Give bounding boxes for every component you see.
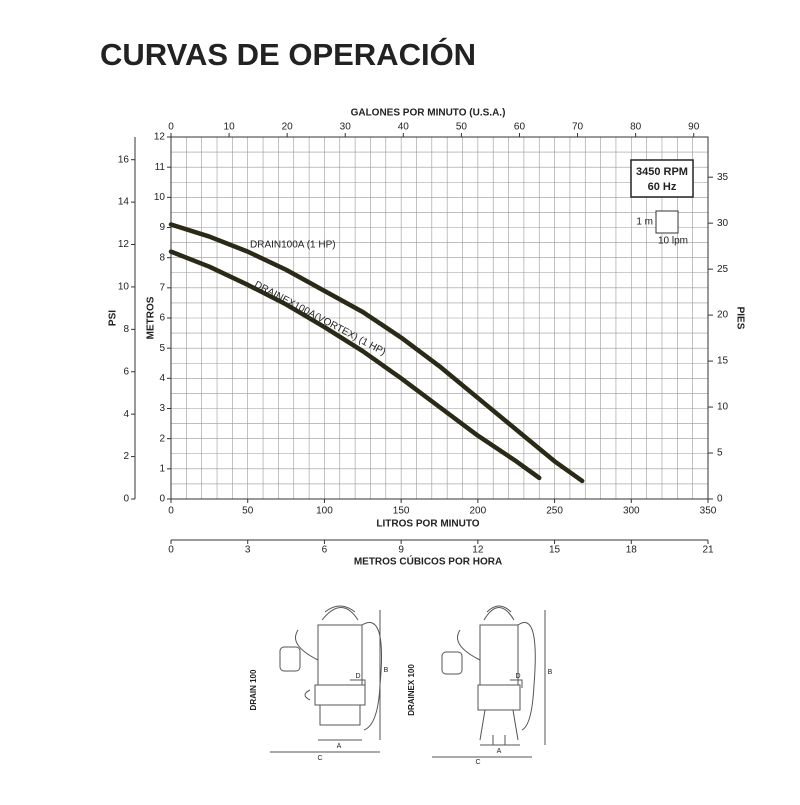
dim-label: C: [317, 755, 322, 762]
m3h-tick-label: 3: [245, 545, 251, 556]
dim-label: A: [497, 748, 502, 755]
y-tick-label: 12: [154, 132, 166, 143]
x-tick-label: 250: [546, 506, 563, 517]
feet-tick-label: 35: [717, 172, 729, 183]
bottom-axis-title: METROS CÚBICOS POR HORA: [354, 555, 502, 568]
gpm-tick-label: 60: [514, 122, 526, 133]
gpm-tick-label: 30: [340, 122, 352, 133]
m3h-tick-label: 12: [472, 545, 484, 556]
psi-tick-label: 6: [123, 366, 129, 377]
gpm-tick-label: 70: [572, 122, 584, 133]
m3h-tick-label: 6: [322, 545, 328, 556]
y-tick-label: 10: [154, 192, 166, 203]
y-tick-label: 9: [159, 222, 165, 233]
series-label: DRAIN100A (1 HP): [250, 240, 336, 251]
psi-tick-label: 10: [118, 282, 130, 293]
curve: [168, 222, 585, 484]
m3h-tick-label: 9: [398, 545, 404, 556]
gpm-tick-label: 90: [688, 122, 700, 133]
y-tick-label: 5: [159, 343, 165, 354]
psi-tick-label: 8: [123, 324, 129, 335]
plot: 0 50 100 150 200 250 300 3500123456789101112024…: [118, 122, 729, 556]
y-tick-label: 8: [159, 252, 165, 263]
feet-tick-label: 0: [717, 494, 723, 505]
gpm-tick-label: 10: [224, 122, 236, 133]
psi-tick-label: 14: [118, 197, 130, 208]
dim-label: A: [337, 743, 342, 750]
y-tick-label: 7: [159, 282, 165, 293]
m3h-tick-label: 18: [626, 545, 638, 556]
x-tick-label: 300: [623, 506, 640, 517]
gpm-tick-label: 20: [282, 122, 294, 133]
y-tick-label: 11: [155, 162, 166, 173]
dim-label: D: [515, 673, 520, 680]
dim-label: B: [548, 669, 553, 676]
hz-text: 60 Hz: [648, 181, 677, 193]
m3h-tick-label: 0: [168, 545, 174, 556]
x-tick-label: 200: [470, 506, 487, 517]
gpm-tick-label: 50: [456, 122, 468, 133]
dim-label: B: [384, 667, 389, 674]
feet-tick-label: 5: [717, 448, 723, 459]
gpm-tick-label: 0: [168, 122, 174, 133]
y-tick-label: 4: [159, 373, 165, 384]
y-tick-label: 6: [159, 313, 165, 324]
m3h-tick-label: 15: [549, 545, 561, 556]
x-tick-label: 0: [168, 506, 174, 517]
y-axis-title: METROS: [146, 296, 157, 339]
feet-tick-label: 25: [717, 264, 729, 275]
top-axis-title: GALONES POR MINUTO (U.S.A.): [351, 108, 506, 119]
scale-box: [655, 210, 679, 234]
chart-title: CURVAS DE OPERACIÓN: [100, 36, 476, 72]
x-tick-label: 150: [393, 506, 410, 517]
rpm-box: [630, 159, 694, 198]
x-tick-label: 50: [242, 506, 254, 517]
gpm-tick-label: 40: [398, 122, 410, 133]
dim-label: C: [475, 759, 480, 766]
gpm-tick-label: 80: [630, 122, 642, 133]
diagram-label: DRAIN 100: [249, 669, 258, 710]
feet-tick-label: 15: [717, 356, 729, 367]
scale-y-text: 1 m: [636, 217, 653, 228]
y-tick-label: 2: [159, 433, 165, 444]
x-tick-label: 350: [700, 506, 717, 517]
dim-label: D: [355, 673, 360, 680]
pump-diagram: DRAINEX 100 A B C D: [407, 605, 553, 766]
series-label: DRAINEX100A(VORTEX) (1 HP): [252, 279, 387, 358]
feet-tick-label: 10: [717, 402, 729, 413]
psi-tick-label: 12: [118, 239, 130, 250]
diagram-label: DRAINEX 100: [407, 664, 416, 716]
m3h-tick-label: 21: [702, 545, 714, 556]
psi-tick-label: 2: [123, 451, 129, 462]
feet-axis-title: PIES: [734, 307, 745, 330]
y-tick-label: 1: [159, 463, 165, 474]
rpm-text: 3450 RPM: [636, 166, 688, 178]
curve: [168, 249, 542, 481]
y-tick-label: 0: [159, 494, 165, 505]
psi-tick-label: 16: [118, 154, 130, 165]
x-axis-title: LITROS POR MINUTO: [376, 519, 479, 530]
feet-tick-label: 20: [717, 310, 729, 321]
pump-diagram: DRAIN 100 A B C D: [249, 605, 389, 762]
feet-tick-label: 30: [717, 218, 729, 229]
psi-tick-label: 4: [123, 409, 129, 420]
y-tick-label: 3: [159, 403, 165, 414]
psi-axis-title: PSI: [108, 310, 119, 326]
x-tick-label: 100: [316, 506, 333, 517]
scale-x-text: 10 lpm: [658, 236, 688, 247]
psi-tick-label: 0: [123, 494, 129, 505]
